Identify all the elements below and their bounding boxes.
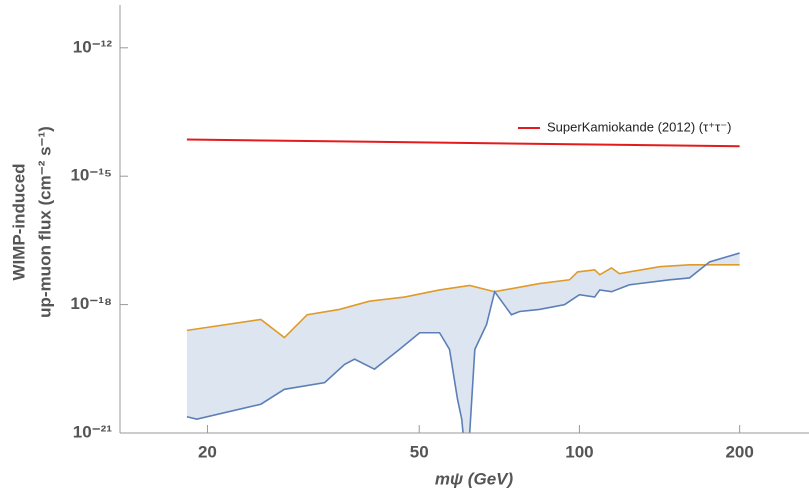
series-line (186, 264, 740, 339)
x-axis-label: mψ (GeV) (435, 469, 514, 488)
x-tick-label: 200 (725, 442, 753, 461)
series-line (186, 252, 740, 433)
y-tick-label: 10⁻²¹ (73, 422, 113, 441)
y-axis-label: WIMP-induced (9, 163, 28, 280)
y-tick-label: 10⁻¹⁵ (70, 166, 112, 185)
legend-label: SuperKamiokande (2012) (τ⁺τ⁻) (547, 119, 731, 134)
x-tick-label: 50 (410, 442, 429, 461)
x-tick-label: 20 (198, 442, 217, 461)
x-tick-label: 100 (565, 442, 593, 461)
plot-area (186, 138, 740, 433)
y-axis-label: up-muon flux (cm⁻² s⁻¹) (35, 126, 54, 318)
y-tick-label: 10⁻¹⁸ (70, 294, 112, 313)
band-fill (186, 253, 740, 433)
series-line (186, 138, 740, 148)
y-tick-label: 10⁻¹² (73, 37, 113, 56)
